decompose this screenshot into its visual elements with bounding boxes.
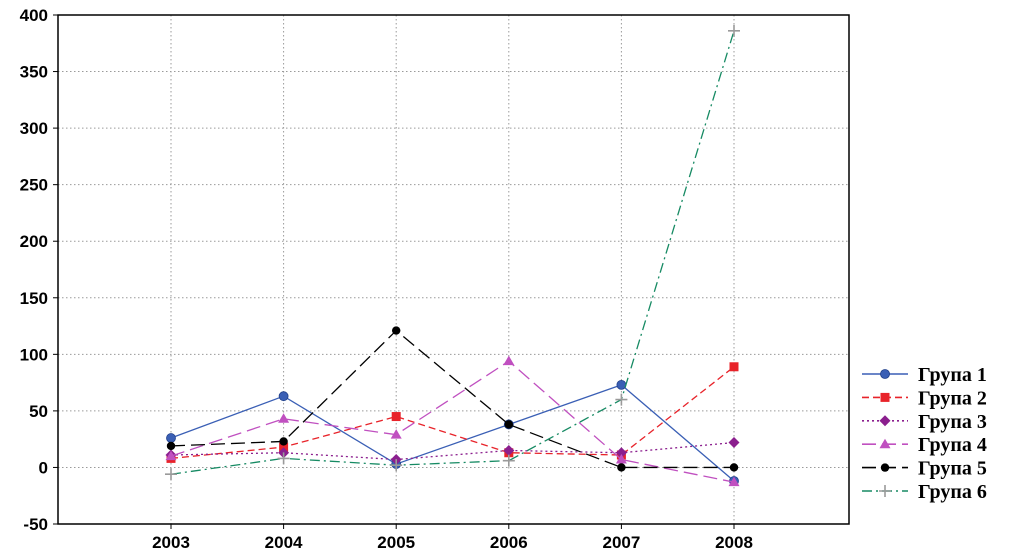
legend-marker [880,463,890,472]
series-line [170,384,735,482]
data-point [279,437,288,446]
y-tick-label: 250 [20,176,48,195]
legend-label: Група 2 [918,387,987,409]
x-tick-label: 2006 [490,533,528,552]
y-tick-label: 300 [20,119,48,138]
data-point [617,463,626,472]
series-line [170,366,735,460]
series-4 [165,355,740,487]
data-point [615,454,627,464]
data-point [165,468,177,481]
data-point [728,437,740,449]
y-axis: -50 0 50 100 150 200 250 300 350 400 [20,6,58,534]
legend-label: Група 3 [918,411,987,433]
series-3 [165,437,740,466]
y-tick-label: 150 [20,289,48,308]
series-1 [166,379,739,486]
data-point [503,355,515,366]
legend-item: Група 1 [862,364,987,386]
legend-marker [880,369,890,379]
x-tick-label: 2003 [152,533,190,552]
series-6 [165,24,740,481]
legend-label: Група 5 [918,458,987,480]
x-tick-label: 2008 [715,533,753,552]
data-point [503,444,515,456]
data-point [616,379,627,390]
legend-item: Група 5 [862,458,987,480]
y-tick-label: 350 [20,63,48,82]
data-point [729,362,739,372]
series-5 [166,326,739,472]
x-axis: 2003 2004 2005 2006 2007 2008 [152,524,753,552]
y-tick-label: 400 [20,6,48,25]
legend-marker [880,392,890,402]
series-line [170,329,734,469]
data-point [391,412,401,422]
x-tick-label: 2004 [265,533,303,552]
data-point [728,24,740,37]
data-point [390,459,403,472]
series-line [170,441,735,461]
data-point [615,447,627,459]
data-point [165,450,177,461]
y-tick-label: 0 [39,458,48,477]
data-point [615,393,628,406]
gridlines [58,15,849,524]
data-point [278,391,289,402]
y-tick-label: 50 [29,402,48,421]
series-line [170,30,735,475]
legend-marker [879,438,891,449]
legend-item: Група 4 [862,434,987,456]
data-point [728,476,740,487]
legend-marker [879,415,891,427]
legend-label: Група 1 [918,364,987,386]
data-point [729,463,739,472]
y-tick-label: 200 [20,232,48,251]
data-point [392,326,401,335]
legend-label: Група 4 [918,434,987,456]
data-point [277,452,290,465]
legend-marker [879,485,891,497]
data-point [278,413,290,423]
plot-area-frame [57,14,850,525]
legend-item: Група 2 [862,387,987,409]
data-point [279,442,289,452]
data-point [166,441,176,451]
series-line [170,360,735,483]
data-point [502,454,515,467]
data-point [166,433,176,443]
series-group [165,24,740,487]
data-point [390,429,402,439]
y-tick-label: 100 [20,345,48,364]
x-tick-label: 2005 [377,533,415,552]
data-point [504,420,513,429]
legend-label: Група 6 [918,481,987,503]
x-tick-label: 2007 [602,533,640,552]
legend-item: Група 6 [862,481,987,503]
y-tick-label: -50 [23,515,48,534]
legend-item: Група 3 [862,411,987,433]
